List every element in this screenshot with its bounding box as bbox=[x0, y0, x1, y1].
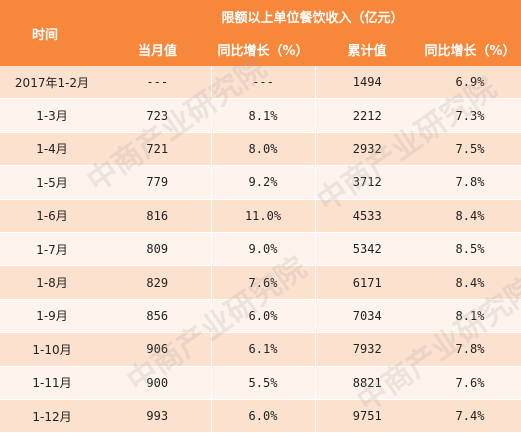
cumulative-yoy-cell: 6.9% bbox=[419, 66, 521, 100]
monthly-yoy-header: 同比增长（%） bbox=[211, 33, 315, 66]
monthly-value-cell: 829 bbox=[104, 265, 211, 300]
cumulative-yoy-cell: 7.3% bbox=[419, 98, 521, 133]
monthly-yoy-cell: 9.0% bbox=[210, 232, 315, 267]
period-cell: 1-5月 bbox=[0, 165, 104, 200]
cumulative-value-cell: 6171 bbox=[314, 265, 419, 300]
cumulative-yoy-cell: 8.4% bbox=[419, 199, 521, 233]
cumulative-value-cell: 3712 bbox=[314, 165, 419, 200]
monthly-value-cell: 900 bbox=[104, 366, 211, 400]
table-header: 时间 限额以上单位餐饮收入（亿元） 当月值 同比增长（%） 累计值 同比增长（%… bbox=[0, 0, 521, 66]
period-cell: 1-7月 bbox=[0, 232, 104, 267]
monthly-value-cell: 721 bbox=[104, 132, 211, 167]
revenue-group-header: 限额以上单位餐饮收入（亿元） bbox=[104, 0, 521, 33]
period-cell: 2017年1-2月 bbox=[0, 66, 104, 100]
table-row: 1-10月 906 6.1% 7932 7.8% bbox=[0, 332, 521, 367]
monthly-yoy-cell: 8.0% bbox=[210, 132, 315, 167]
table-row: 1-5月 779 9.2% 3712 7.8% bbox=[0, 165, 521, 200]
cumulative-value-cell: 2932 bbox=[314, 132, 419, 167]
period-cell: 1-11月 bbox=[0, 366, 104, 400]
period-cell: 1-9月 bbox=[0, 299, 104, 334]
cumulative-value-cell: 9751 bbox=[314, 399, 419, 433]
monthly-value-cell: 906 bbox=[104, 332, 211, 367]
table-row: 1-4月 721 8.0% 2932 7.5% bbox=[0, 132, 521, 167]
cumulative-yoy-header: 同比增长（%） bbox=[419, 33, 521, 66]
monthly-yoy-cell: 6.0% bbox=[210, 299, 315, 334]
monthly-value-cell: 816 bbox=[104, 199, 211, 233]
cumulative-value-header: 累计值 bbox=[315, 33, 419, 66]
period-cell: 1-4月 bbox=[0, 132, 104, 167]
monthly-value-cell: 779 bbox=[104, 165, 211, 200]
cumulative-value-cell: 7034 bbox=[314, 299, 419, 334]
table-row: 1-6月 816 11.0% 4533 8.4% bbox=[0, 199, 521, 233]
table-row: 1-11月 900 5.5% 8821 7.6% bbox=[0, 366, 521, 400]
monthly-value-cell: 993 bbox=[104, 399, 211, 433]
cumulative-yoy-cell: 7.5% bbox=[419, 132, 521, 167]
monthly-yoy-cell: --- bbox=[210, 66, 315, 100]
monthly-yoy-cell: 6.1% bbox=[210, 332, 315, 367]
table-row: 1-3月 723 8.1% 2212 7.3% bbox=[0, 98, 521, 133]
cumulative-value-cell: 4533 bbox=[314, 199, 419, 233]
monthly-value-header: 当月值 bbox=[104, 33, 211, 66]
period-cell: 1-12月 bbox=[0, 399, 104, 433]
cumulative-yoy-cell: 8.4% bbox=[419, 265, 521, 300]
monthly-yoy-cell: 11.0% bbox=[210, 199, 315, 233]
cumulative-yoy-cell: 7.8% bbox=[419, 165, 521, 200]
cumulative-value-cell: 8821 bbox=[314, 366, 419, 400]
table-row: 1-8月 829 7.6% 6171 8.4% bbox=[0, 265, 521, 300]
period-cell: 1-10月 bbox=[0, 332, 104, 367]
period-cell: 1-8月 bbox=[0, 265, 104, 300]
monthly-value-cell: 856 bbox=[104, 299, 211, 334]
cumulative-yoy-cell: 7.4% bbox=[419, 399, 521, 433]
cumulative-value-cell: 5342 bbox=[314, 232, 419, 267]
table-row: 2017年1-2月 --- --- 1494 6.9% bbox=[0, 66, 521, 100]
cumulative-value-cell: 2212 bbox=[314, 98, 419, 133]
table-row: 1-9月 856 6.0% 7034 8.1% bbox=[0, 299, 521, 334]
cumulative-yoy-cell: 7.6% bbox=[419, 366, 521, 400]
monthly-value-cell: --- bbox=[104, 66, 211, 100]
table-body: 2017年1-2月 --- --- 1494 6.9% 1-3月 723 8.1% 2212 7.… bbox=[0, 66, 521, 433]
monthly-yoy-cell: 8.1% bbox=[210, 98, 315, 133]
period-cell: 1-6月 bbox=[0, 199, 104, 233]
monthly-yoy-cell: 9.2% bbox=[210, 165, 315, 200]
table-row: 1-12月 993 6.0% 9751 7.4% bbox=[0, 399, 521, 433]
table-row: 1-7月 809 9.0% 5342 8.5% bbox=[0, 232, 521, 267]
monthly-yoy-cell: 7.6% bbox=[210, 265, 315, 300]
time-column-header: 时间 bbox=[0, 0, 104, 66]
cumulative-yoy-cell: 8.1% bbox=[419, 299, 521, 334]
cumulative-yoy-cell: 8.5% bbox=[419, 232, 521, 267]
monthly-value-cell: 809 bbox=[104, 232, 211, 267]
cumulative-yoy-cell: 7.8% bbox=[419, 332, 521, 367]
cumulative-value-cell: 7932 bbox=[314, 332, 419, 367]
cumulative-value-cell: 1494 bbox=[314, 66, 419, 100]
monthly-yoy-cell: 6.0% bbox=[210, 399, 315, 433]
monthly-value-cell: 723 bbox=[104, 98, 211, 133]
monthly-yoy-cell: 5.5% bbox=[210, 366, 315, 400]
period-cell: 1-3月 bbox=[0, 98, 104, 133]
